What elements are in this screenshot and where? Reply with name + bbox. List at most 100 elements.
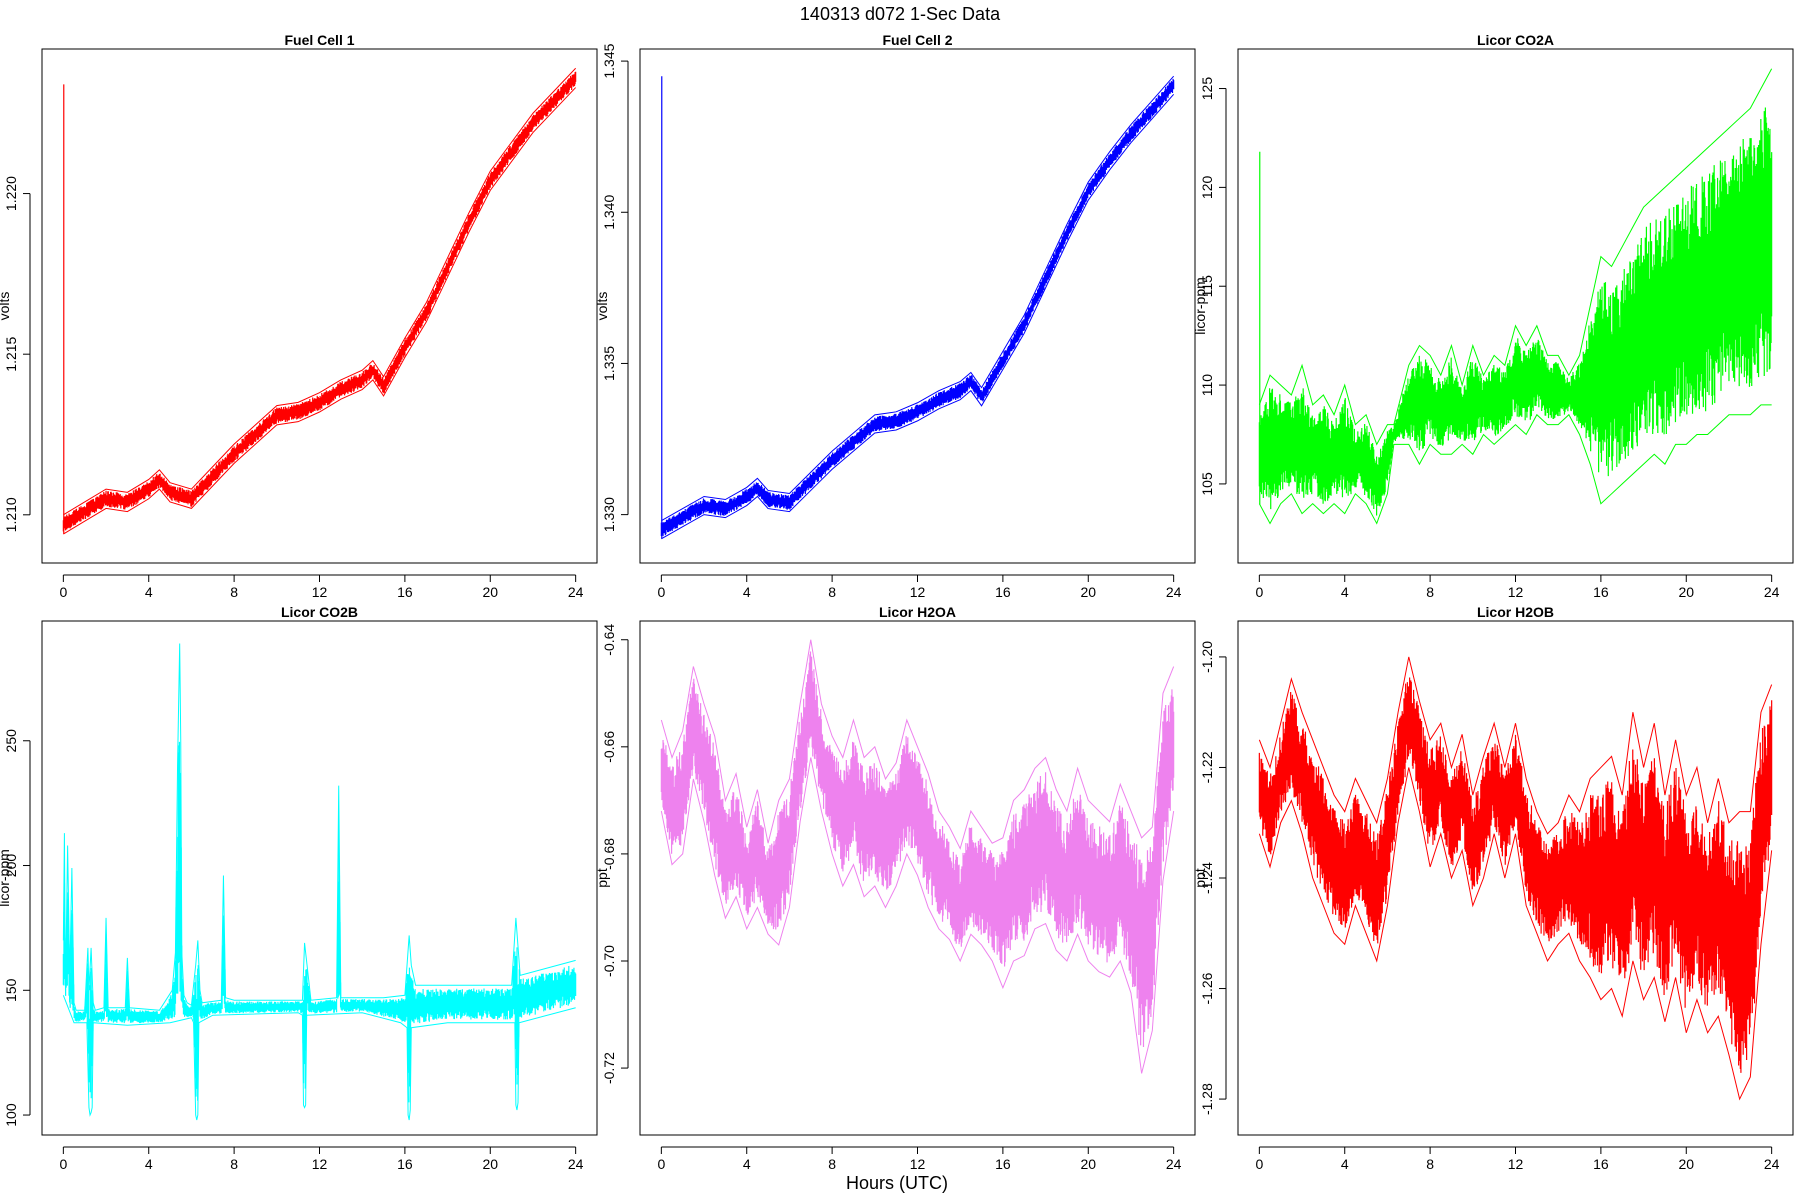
y-tick-label: 150 xyxy=(3,978,19,1002)
panel-title: Licor CO2B xyxy=(281,604,358,620)
series-lower-envelope xyxy=(63,87,577,535)
x-tick-label: 8 xyxy=(230,584,238,600)
x-tick-label: 0 xyxy=(657,584,665,600)
y-axis-label: volts xyxy=(0,292,12,321)
x-tick-label: 24 xyxy=(1166,1156,1182,1172)
x-tick-label: 12 xyxy=(312,1156,328,1172)
series-lower-envelope xyxy=(661,94,1175,540)
y-tick-label: 1.340 xyxy=(601,195,617,230)
x-tick-label: 8 xyxy=(1426,584,1434,600)
data-band xyxy=(1258,677,1773,1073)
x-tick-label: 4 xyxy=(1341,1156,1349,1172)
chart-panel: Licor H2OA ppt 0 4 8 12 16 20 24 -0.72 -0.70 -0.68 -… xyxy=(594,604,1196,1172)
x-tick-label: 12 xyxy=(1508,584,1524,600)
series-upper-envelope xyxy=(660,639,1175,850)
chart-panel: Fuel Cell 1 volts 0 4 8 12 16 20 24 1.210 1.215 1.2… xyxy=(0,32,598,600)
x-tick-label: 20 xyxy=(1678,584,1694,600)
x-tick-label: 20 xyxy=(482,1156,498,1172)
panel-title: Licor CO2A xyxy=(1477,32,1554,48)
x-tick-label: 16 xyxy=(995,1156,1011,1172)
y-axis-label: ppt xyxy=(594,868,610,888)
y-tick-label: 1.330 xyxy=(601,497,617,532)
panel-title: Licor H2OB xyxy=(1477,604,1554,620)
series-lower-envelope xyxy=(660,757,1175,1074)
panel-title: Fuel Cell 1 xyxy=(284,32,354,48)
x-tick-label: 16 xyxy=(995,584,1011,600)
x-tick-label: 12 xyxy=(910,1156,926,1172)
data-band xyxy=(660,78,1175,537)
x-tick-label: 24 xyxy=(568,1156,584,1172)
series-upper-envelope xyxy=(1258,68,1773,446)
x-tick-label: 16 xyxy=(397,1156,413,1172)
x-tick-label: 20 xyxy=(482,584,498,600)
y-tick-label: 125 xyxy=(1199,77,1215,101)
y-tick-label: 1.215 xyxy=(3,336,19,371)
y-tick-label: -0.66 xyxy=(601,731,617,763)
y-axis-label: ppt xyxy=(1192,868,1208,888)
x-tick-label: 16 xyxy=(1593,584,1609,600)
data-band xyxy=(660,651,1175,1048)
y-tick-label: 1.345 xyxy=(601,43,617,78)
chart-panel: Licor H2OB ppt 0 4 8 12 16 20 24 -1.28 -1.26 -1.24 -… xyxy=(1192,604,1794,1172)
series-upper-envelope xyxy=(63,67,577,516)
y-tick-label: -1.28 xyxy=(1199,1083,1215,1115)
plot-frame xyxy=(1237,48,1794,564)
y-tick-label: -1.26 xyxy=(1199,972,1215,1004)
x-tick-label: 12 xyxy=(910,584,926,600)
x-tick-label: 20 xyxy=(1080,1156,1096,1172)
y-tick-label: 1.210 xyxy=(3,497,19,532)
x-tick-label: 20 xyxy=(1678,1156,1694,1172)
y-tick-label: -1.24 xyxy=(1199,862,1215,894)
series-lower-envelope xyxy=(1258,767,1773,1101)
y-tick-label: -1.20 xyxy=(1199,641,1215,673)
x-tick-label: 0 xyxy=(1255,1156,1263,1172)
x-tick-label: 0 xyxy=(657,1156,665,1172)
y-tick-label: 105 xyxy=(1199,472,1215,496)
panel-title: Fuel Cell 2 xyxy=(882,32,952,48)
y-tick-label: -0.70 xyxy=(601,945,617,977)
series-lower-envelope xyxy=(1258,404,1772,525)
y-tick-label: 200 xyxy=(3,854,19,878)
plot-frame xyxy=(41,620,598,1136)
x-tick-label: 4 xyxy=(145,1156,153,1172)
x-tick-label: 24 xyxy=(1764,1156,1780,1172)
y-tick-label: 1.335 xyxy=(601,346,617,381)
x-tick-label: 24 xyxy=(1764,584,1780,600)
data-band xyxy=(62,741,577,1103)
x-tick-label: 0 xyxy=(59,584,67,600)
x-tick-label: 8 xyxy=(1426,1156,1434,1172)
x-tick-label: 0 xyxy=(1255,584,1263,600)
x-tick-label: 24 xyxy=(568,584,584,600)
y-axis-label: volts xyxy=(594,292,610,321)
x-tick-label: 0 xyxy=(59,1156,67,1172)
chart-panel: Licor CO2B licor-ppm 0 4 8 12 16 20 24 100 150 200 2… xyxy=(0,604,598,1172)
y-axis-label: licor-ppm xyxy=(1192,277,1208,335)
y-tick-label: 120 xyxy=(1199,175,1215,199)
plot-frame xyxy=(639,48,1196,564)
data-band xyxy=(62,71,577,532)
y-tick-label: -0.72 xyxy=(601,1052,617,1084)
data-band xyxy=(1258,107,1773,516)
x-tick-label: 8 xyxy=(230,1156,238,1172)
y-tick-label: -0.68 xyxy=(601,838,617,870)
series-upper-envelope xyxy=(1258,656,1773,835)
y-tick-label: 1.220 xyxy=(3,176,19,211)
panel-title: Licor H2OA xyxy=(879,604,956,620)
x-tick-label: 4 xyxy=(743,584,751,600)
x-tick-label: 4 xyxy=(743,1156,751,1172)
x-tick-label: 24 xyxy=(1166,584,1182,600)
series-upper-envelope xyxy=(62,643,576,1011)
x-tick-label: 20 xyxy=(1080,584,1096,600)
y-axis-label: licor-ppm xyxy=(0,849,12,907)
y-tick-label: 100 xyxy=(3,1103,19,1127)
x-tick-label: 8 xyxy=(828,584,836,600)
y-tick-label: -0.64 xyxy=(601,624,617,656)
x-tick-label: 16 xyxy=(397,584,413,600)
series-upper-envelope xyxy=(661,75,1175,522)
y-tick-label: 115 xyxy=(1199,275,1215,298)
chart-panel: Fuel Cell 2 volts 0 4 8 12 16 20 24 1.330 1.335 1.3… xyxy=(594,32,1196,600)
x-tick-label: 12 xyxy=(312,584,328,600)
plot-frame xyxy=(1237,620,1794,1136)
figure-x-axis-label: Hours (UTC) xyxy=(846,1173,948,1193)
